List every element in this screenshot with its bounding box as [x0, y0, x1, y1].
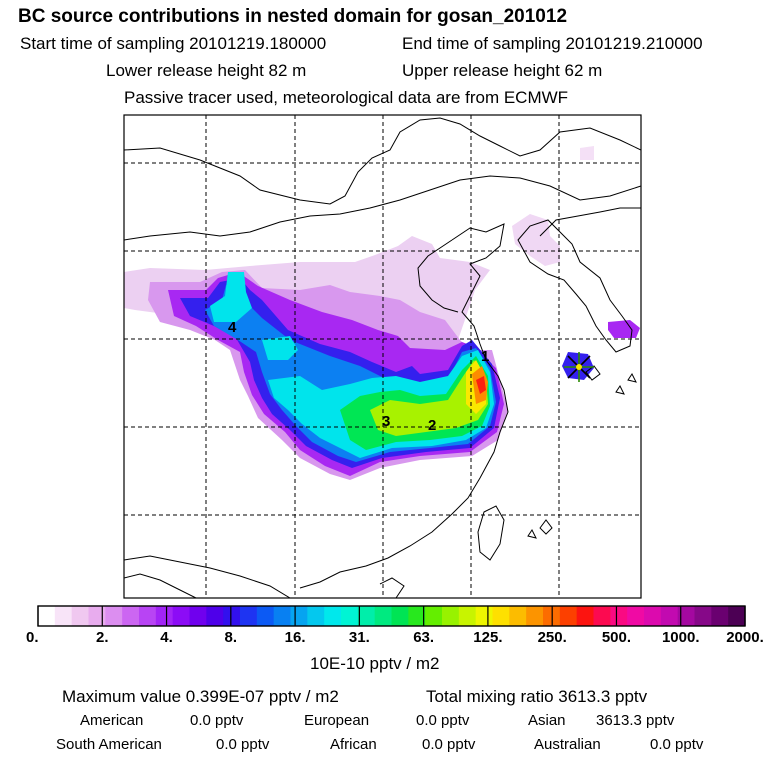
colorbar-tick-label: 31. [348, 629, 370, 646]
maximum-value-label: Maximum value 0.399E-07 pptv / m2 [62, 687, 339, 706]
colorbar-cell [290, 606, 308, 626]
colorbar-cell [273, 606, 292, 626]
colorbar [37, 605, 746, 627]
colorbar-cell [223, 606, 241, 626]
colorbar-unit-label: 10E-10 pptv / m2 [310, 654, 440, 673]
colorbar-tick-label: 16. [284, 629, 306, 646]
region-value-african: 0.0 pptv [422, 736, 476, 753]
colorbar-tick-label: 1000. [661, 629, 700, 646]
colorbar-frame [37, 605, 746, 627]
colorbar-cell [593, 606, 611, 626]
contribution-map: 1 2 3 4 [123, 114, 642, 599]
region-name-african: African [330, 736, 377, 753]
colorbar-cell [105, 606, 123, 626]
colorbar-cell [526, 606, 544, 626]
gridlines [124, 115, 641, 598]
colorbar-cell [172, 606, 191, 626]
source-label-3: 3 [382, 413, 390, 430]
region-value-american: 0.0 pptv [190, 712, 244, 729]
plume-haze-east [512, 214, 560, 266]
colorbar-tick-label: 63. [413, 629, 435, 646]
colorbar-tick-label: 8. [224, 629, 238, 646]
colorbar-cell [728, 606, 746, 626]
colorbar-cell [189, 606, 207, 626]
colorbar-cell [324, 606, 342, 626]
source-label-1: 1 [481, 348, 489, 365]
region-value-south-american: 0.0 pptv [216, 736, 270, 753]
plume-haze-north [580, 146, 594, 160]
colorbar-cell [307, 606, 325, 626]
colorbar-cell [155, 606, 174, 626]
colorbar-cell [711, 606, 729, 626]
region-value-australian: 0.0 pptv [650, 736, 704, 753]
region-value-asian: 3613.3 pptv [596, 712, 675, 729]
colorbar-tick-label: 2000. [726, 629, 764, 646]
colorbar-cell [576, 606, 595, 626]
colorbar-cell [408, 606, 426, 626]
colorbar-tick-label: 250. [537, 629, 567, 646]
plume-red [476, 376, 486, 394]
region-name-american: American [80, 712, 144, 729]
colorbar-tick-label: 500. [601, 629, 632, 646]
receptor-marker-icon [564, 352, 594, 382]
colorbar-cell [458, 606, 477, 626]
region-name-south-american: South American [56, 736, 162, 753]
region-name-asian: Asian [528, 712, 566, 729]
colorbar-cell [425, 606, 443, 626]
source-label-4: 4 [228, 319, 237, 336]
colorbar-cell [442, 606, 460, 626]
colorbar-cell [357, 606, 376, 626]
colorbar-tick-label: 0. [26, 629, 39, 646]
colorbar-cell [341, 606, 359, 626]
colorbar-cell [610, 606, 628, 626]
colorbar-cell [122, 606, 140, 626]
colorbar-cell [475, 606, 494, 626]
colorbar-cell [559, 606, 578, 626]
region-name-australian: Australian [534, 736, 601, 753]
tracer-note: Passive tracer used, meteorological data… [124, 88, 569, 107]
plume-yellowgreen [370, 360, 488, 436]
map-frame [123, 114, 642, 599]
colorbar-cell [206, 606, 224, 626]
colorbar-cell [677, 606, 696, 626]
colorbar-tick-label: 4. [160, 629, 173, 646]
colorbar-cell [391, 606, 409, 626]
colorbar-cell [694, 606, 712, 626]
end-time-label: End time of sampling 20101219.210000 [402, 34, 703, 53]
coastlines [124, 117, 641, 598]
region-name-european: European [304, 712, 370, 729]
lower-release-label: Lower release height 82 m [106, 61, 307, 80]
colorbar-cell [492, 606, 510, 626]
colorbar-cell [256, 606, 275, 626]
colorbar-tick-label: 125. [473, 629, 503, 646]
total-mixing-ratio-label: Total mixing ratio 3613.3 pptv [426, 687, 648, 706]
source-label-2: 2 [428, 417, 436, 434]
colorbar-cell [38, 606, 56, 626]
colorbar-cell [240, 606, 258, 626]
figure-title: BC source contributions in nested domain… [18, 6, 568, 27]
colorbar-cell [644, 606, 662, 626]
colorbar-cell [509, 606, 527, 626]
colorbar-cell [374, 606, 393, 626]
upper-release-label: Upper release height 62 m [402, 61, 603, 80]
colorbar-cell [54, 606, 73, 626]
start-time-label: Start time of sampling 20101219.180000 [20, 34, 327, 53]
region-value-european: 0.0 pptv [416, 712, 470, 729]
colorbar-cell [139, 606, 157, 626]
colorbar-cell [88, 606, 106, 626]
colorbar-cell [660, 606, 679, 626]
colorbar-cells [38, 606, 746, 626]
colorbar-cell [627, 606, 645, 626]
colorbar-tick-label: 2. [96, 629, 109, 646]
colorbar-cell [71, 606, 90, 626]
plume-cyan [210, 272, 252, 322]
